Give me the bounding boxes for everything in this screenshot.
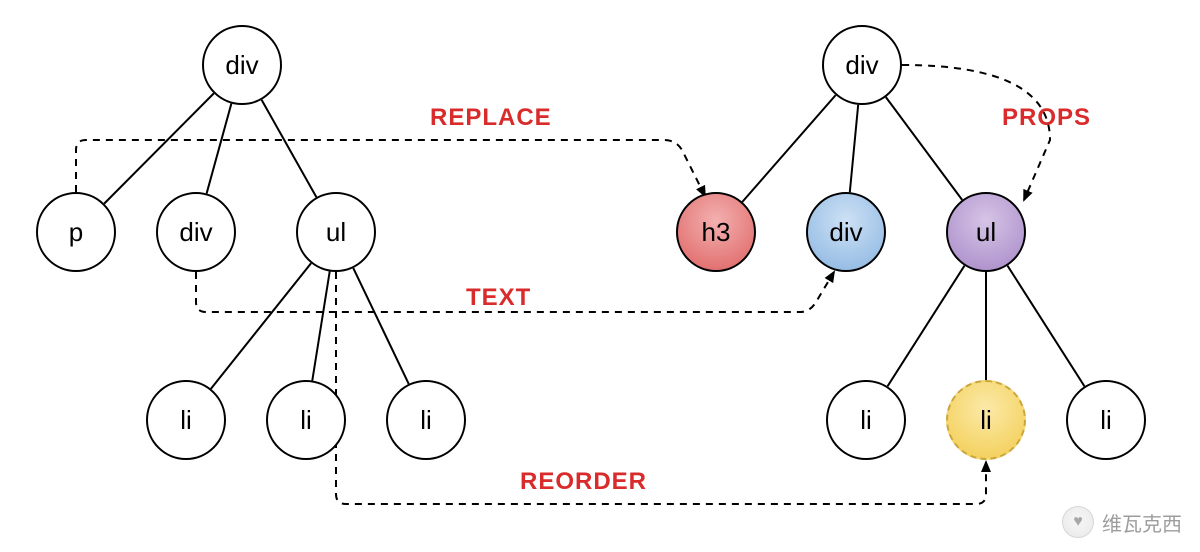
node-l_li_1: li: [146, 380, 226, 460]
watermark-text: 维瓦克西: [1102, 508, 1182, 537]
node-label: div: [179, 217, 212, 248]
tree-edge: [207, 104, 232, 194]
node-label: div: [845, 50, 878, 81]
tree-edge: [104, 93, 214, 203]
node-label: li: [860, 405, 872, 436]
op-label-reorder: REORDER: [520, 468, 647, 496]
node-label: ul: [976, 217, 996, 248]
node-label: li: [1100, 405, 1112, 436]
node-l_li_2: li: [266, 380, 346, 460]
watermark: ♥ 维瓦克西: [1062, 506, 1182, 538]
op-label-text: TEXT: [466, 284, 531, 312]
op-edge-props: [902, 65, 1050, 200]
node-label: p: [69, 217, 83, 248]
node-label: ul: [326, 217, 346, 248]
node-r_li_3: li: [1066, 380, 1146, 460]
tree-edge: [888, 266, 965, 387]
node-label: li: [420, 405, 432, 436]
node-label: li: [180, 405, 192, 436]
node-label: div: [225, 50, 258, 81]
op-edge-replace: [76, 140, 705, 196]
node-l_div_mid: div: [156, 192, 236, 272]
tree-edge: [1008, 266, 1085, 387]
node-r_div_mid: div: [806, 192, 886, 272]
tree-edge: [262, 100, 317, 197]
watermark-icon: ♥: [1062, 506, 1094, 538]
node-label: li: [980, 405, 992, 436]
tree-edge: [742, 95, 835, 202]
node-l_div_root: div: [202, 25, 282, 105]
tree-edge: [850, 105, 858, 192]
tree-edge: [312, 272, 329, 381]
node-label: h3: [702, 217, 731, 248]
node-r_h3: h3: [676, 192, 756, 272]
tree-edge: [886, 97, 962, 200]
tree-edge: [211, 263, 311, 388]
node-r_div_root: div: [822, 25, 902, 105]
tree-edge: [353, 268, 408, 384]
node-r_ul: ul: [946, 192, 1026, 272]
node-label: div: [829, 217, 862, 248]
node-r_li_2: li: [946, 380, 1026, 460]
node-l_ul: ul: [296, 192, 376, 272]
op-label-replace: REPLACE: [430, 104, 552, 132]
node-l_p: p: [36, 192, 116, 272]
op-label-props: PROPS: [1002, 104, 1091, 132]
node-r_li_1: li: [826, 380, 906, 460]
node-label: li: [300, 405, 312, 436]
node-l_li_3: li: [386, 380, 466, 460]
